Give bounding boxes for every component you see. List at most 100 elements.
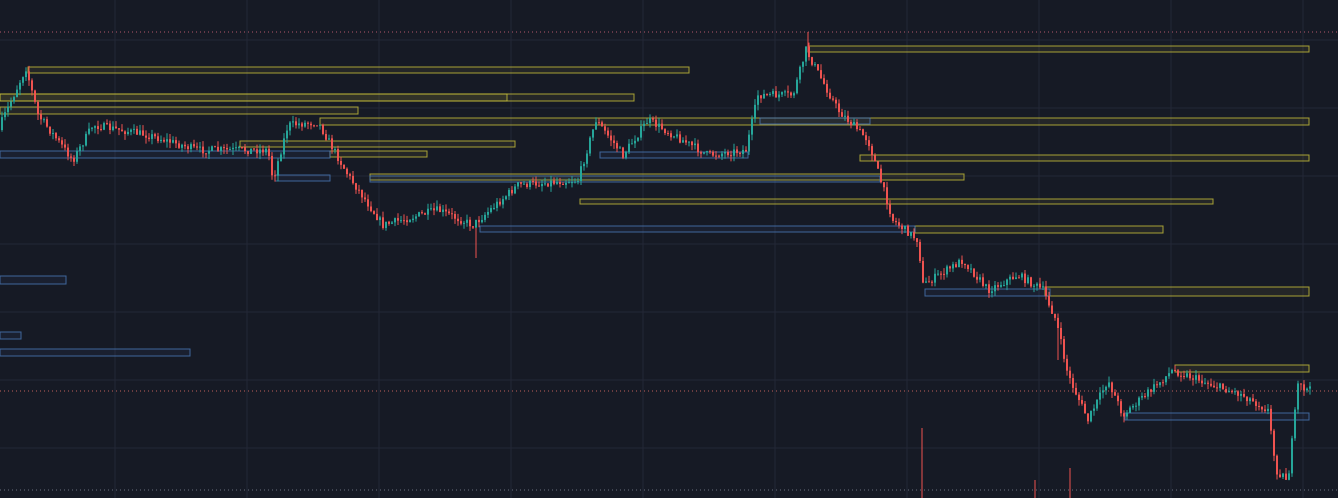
candle-body — [1021, 273, 1023, 278]
zone — [0, 106, 359, 115]
candle-body — [919, 241, 921, 261]
candle-body — [253, 148, 255, 150]
candle-body — [43, 119, 45, 121]
candle-body — [289, 122, 291, 131]
candle-body — [148, 137, 150, 139]
candle-body — [328, 138, 330, 140]
candle-body — [343, 164, 345, 169]
candle-body — [505, 196, 507, 200]
candle-body — [346, 168, 348, 175]
candle-body — [196, 146, 198, 148]
candle-body — [577, 181, 579, 183]
candle-body — [1147, 389, 1149, 397]
candle-body — [229, 149, 231, 151]
candle-body — [898, 222, 900, 226]
zone — [0, 93, 508, 102]
candle-body — [367, 199, 369, 207]
candle-body — [217, 146, 219, 151]
candle-body — [1237, 391, 1239, 396]
candle-body — [757, 95, 759, 105]
candle-body — [961, 259, 963, 264]
candle-body — [304, 122, 306, 127]
candle-body — [232, 147, 234, 150]
candle-body — [406, 220, 408, 223]
candle-body — [454, 214, 456, 219]
candle-body — [58, 138, 60, 141]
candle-body — [571, 182, 573, 184]
candle-body — [742, 149, 744, 154]
candle-body — [1111, 382, 1113, 393]
candle-body — [301, 123, 303, 127]
candle-body — [655, 119, 657, 127]
candle-body — [331, 138, 333, 150]
candle-body — [1135, 405, 1137, 407]
candle-body — [256, 149, 258, 154]
candle-body — [1042, 286, 1044, 288]
candle-body — [349, 174, 351, 176]
candle-body — [7, 106, 9, 113]
candle-body — [451, 213, 453, 215]
candle-body — [1045, 286, 1047, 296]
zone — [0, 331, 22, 340]
candle-body — [835, 99, 837, 104]
candle-body — [1267, 408, 1269, 412]
candle-body — [628, 143, 630, 153]
candle-body — [337, 149, 339, 161]
candle-body — [700, 152, 702, 154]
candle-body — [199, 146, 201, 148]
candle-body — [79, 146, 81, 152]
candle-body — [4, 112, 6, 118]
candle-body — [463, 222, 465, 224]
candle-body — [913, 232, 915, 239]
candle-body — [1162, 382, 1164, 384]
candle-body — [601, 122, 603, 127]
candle-body — [1141, 396, 1143, 398]
candle-body — [1153, 384, 1155, 392]
candle-body — [1246, 396, 1248, 402]
candle-body — [1228, 391, 1230, 393]
candle-body — [1015, 277, 1017, 280]
candle-body — [904, 225, 906, 230]
candle-body — [955, 264, 957, 268]
candle-body — [670, 133, 672, 138]
candle-body — [244, 147, 246, 152]
candle-body — [910, 232, 912, 236]
candle-body — [979, 277, 981, 280]
candle-body — [1282, 473, 1284, 477]
candle-body — [1180, 375, 1182, 377]
candle-body — [586, 153, 588, 164]
candle-body — [613, 140, 615, 144]
candle-body — [721, 153, 723, 157]
candle-body — [169, 139, 171, 143]
candle-body — [37, 101, 39, 115]
candle-body — [1099, 392, 1101, 400]
candle-body — [1258, 405, 1260, 407]
candle-body — [238, 146, 240, 148]
candle-body — [427, 208, 429, 215]
candle-body — [205, 153, 207, 155]
candle-body — [241, 146, 243, 148]
candle-body — [514, 186, 516, 194]
candle-body — [964, 263, 966, 266]
zone — [759, 117, 871, 125]
candle-body — [160, 139, 162, 142]
candle-body — [1207, 382, 1209, 384]
candle-body — [19, 82, 21, 90]
candle-body — [118, 128, 120, 130]
candle-body — [376, 213, 378, 221]
candle-body — [1063, 339, 1065, 359]
candle-body — [847, 115, 849, 122]
candle-body — [973, 268, 975, 277]
candle-body — [856, 122, 858, 130]
candle-body — [568, 182, 570, 184]
candle-body — [1234, 391, 1236, 393]
candle-body — [418, 212, 420, 217]
candle-body — [730, 155, 732, 157]
zone — [1044, 286, 1310, 297]
candle-body — [1285, 473, 1287, 480]
candle-body — [646, 123, 648, 125]
candle-body — [1261, 406, 1263, 410]
candle-body — [100, 128, 102, 130]
candle-body — [259, 149, 261, 154]
candle-body — [457, 218, 459, 222]
